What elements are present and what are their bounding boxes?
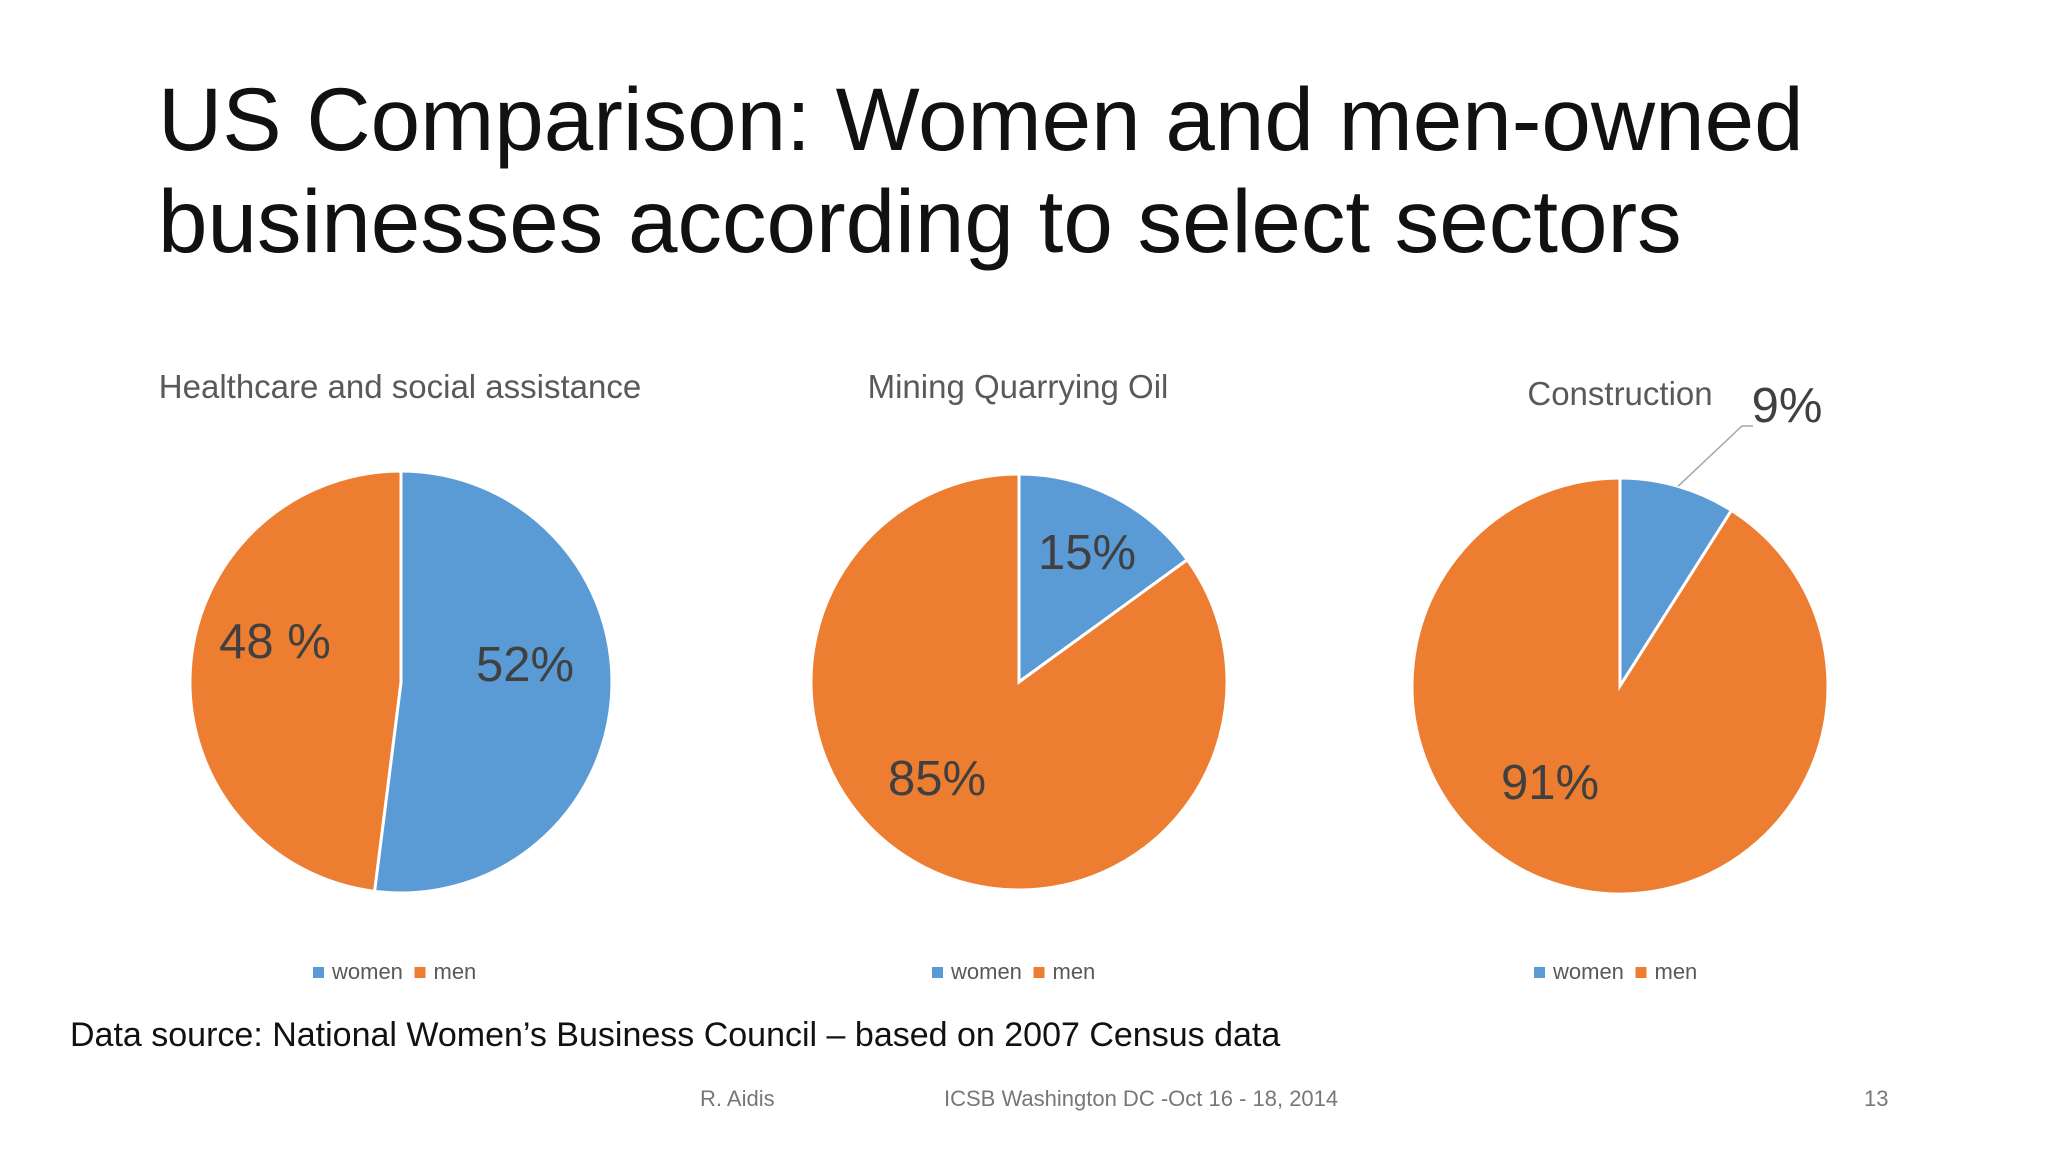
legend-label-men: men [1053,959,1096,984]
data-label-men: 48 % [219,615,331,669]
legend: women men [313,959,476,984]
chart-title: Construction [1527,375,1712,412]
legend-swatch-women [1534,967,1545,978]
data-source-note: Data source: National Women’s Business C… [70,1016,1281,1054]
footer-author: R. Aidis [700,1086,775,1111]
legend-swatch-women [932,967,943,978]
pie-chart-1: Healthcare and social assistance 52% 48 % w… [159,368,641,984]
pie-slice-women [1017,472,1190,685]
data-label-men: 91% [1501,756,1599,810]
slide-title-line1: US Comparison: Women and men-owned [158,69,1804,169]
legend: women men [932,959,1095,984]
pie-slice-men [1410,476,1830,896]
legend-label-women: women [950,959,1022,984]
legend-swatch-men [1635,967,1647,978]
pie-chart-2: Mining Quarrying Oil 15% 85% women men [809,368,1229,984]
page-number: 13 [1864,1086,1889,1111]
pie-chart-3: Construction 9% 91% women men [1410,375,1830,984]
leader-line [1677,425,1753,487]
data-label-men: 85% [888,752,986,806]
legend-swatch-men [414,967,426,978]
chart-title: Healthcare and social assistance [159,368,641,405]
data-label-women: 15% [1038,526,1136,580]
slide-title-line2: businesses according to select sectors [158,171,1682,271]
legend-label-women: women [331,959,403,984]
data-label-women: 52% [476,638,574,692]
legend-label-women: women [1552,959,1624,984]
chart-title: Mining Quarrying Oil [868,368,1169,405]
pie-slice-women [372,469,614,895]
legend-label-men: men [1655,959,1698,984]
legend-swatch-men [1033,967,1045,978]
slide-title: US Comparison: Women and men-owned busin… [158,68,1958,272]
pie-slice-men [188,469,403,894]
data-label-women: 9% [1752,379,1823,433]
legend-label-men: men [434,959,477,984]
footer-event: ICSB Washington DC -Oct 16 - 18, 2014 [944,1086,1339,1111]
legend-swatch-women [313,967,324,978]
legend: women men [1534,959,1697,984]
pie-slice-men [809,472,1229,892]
